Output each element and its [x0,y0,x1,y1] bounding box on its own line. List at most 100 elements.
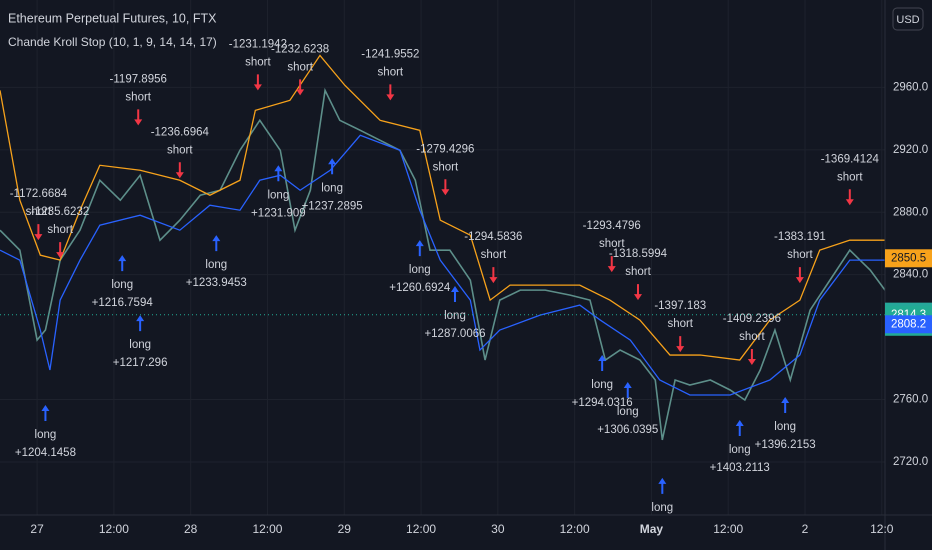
x-tick-label: 12:00 [252,522,282,536]
short-arrow [633,284,642,301]
signal-side: short [481,249,507,261]
signal-amount: -1231.1942 [229,38,287,50]
long-arrow [735,419,744,436]
signal-side: long [205,259,227,271]
signal-side: short [47,224,73,236]
signal-side: long [111,279,133,291]
long-arrow [41,404,50,421]
signal-side: short [599,238,625,250]
long-arrow [623,382,632,399]
y-tick-label: 2840.0 [893,269,928,281]
short-arrow [441,179,450,196]
y-tick-label: 2880.0 [893,206,928,218]
short-arrow [134,109,143,126]
y-tick-label: 2920.0 [893,144,928,156]
signal-side: long [267,189,289,201]
signal-amount: +1217.296 [113,357,168,369]
long-arrow [328,158,337,175]
short-arrow [253,74,262,91]
price-label: 2808.2 [891,318,926,330]
short-arrow [34,224,43,241]
y-tick-label: 2960.0 [893,81,928,93]
long-arrow [118,255,127,272]
signal-amount: +1237.2895 [302,200,363,212]
signal-amount: -1293.4796 [583,220,641,232]
signal-amount: +1216.7594 [92,297,154,309]
short-arrow [747,349,756,366]
signal-side: short [739,331,765,343]
long-arrow [781,397,790,414]
long-arrow [415,240,424,257]
series-line [0,134,885,396]
currency-button[interactable] [892,7,924,31]
signal-amount: -1235.6232 [31,206,89,218]
x-tick-label: 27 [30,522,44,536]
signal-amount: +1204.1458 [15,447,76,459]
short-arrow [607,256,616,273]
signal-side: short [378,66,404,78]
signal-side: long [444,310,466,322]
x-tick-label: 12:00 [560,522,590,536]
short-arrow [845,189,854,206]
signal-amount: -1232.6238 [271,43,329,55]
signal-amount: +1260.6924 [389,282,451,294]
signal-amount: -1369.4124 [821,153,880,165]
currency[interactable]: USD [896,14,919,26]
signal-side: long [591,379,613,391]
short-arrow [296,79,305,96]
y-tick-label: 2760.0 [893,394,928,406]
long-arrow [136,315,145,332]
signal-side: long [729,444,751,456]
signal-side: short [245,56,271,68]
signal-side: short [125,91,151,103]
price-label-box [885,249,932,268]
long-arrow [658,477,667,494]
signal-amount: -1241.9552 [361,48,419,60]
signal-amount: -1279.4296 [416,143,474,155]
signal-side: long [774,421,796,433]
short-arrow [56,242,65,259]
signal-side: short [787,249,813,261]
series-line [0,54,885,361]
x-tick-label: 30 [491,522,505,536]
signal-side: long [321,182,343,194]
short-arrow [676,336,685,353]
signal-amount: +1306.0395 [597,424,658,436]
signal-side: short [287,61,313,73]
long-arrow [450,286,459,303]
x-tick-label: 29 [338,522,352,536]
signal-amount: +1294.0316 [572,397,633,409]
long-arrow [212,235,221,252]
signal-amount: -1397.183 [654,300,706,312]
short-arrow [489,267,498,284]
x-tick-label: May [640,522,664,536]
signal-amount: -1236.6964 [151,126,210,138]
signal-amount: +1287.0066 [424,328,485,340]
signal-amount: +1233.9453 [186,277,247,289]
signal-side: short [667,318,693,330]
signal-side: short [837,171,863,183]
plot-area: short-1172.6684short-1235.6232short-1197… [0,38,885,514]
indicator-name: Chande Kroll Stop (10, 1, 9, 14, 14, 17) [8,35,217,49]
series-line [0,87,885,441]
signal-side: long [409,264,431,276]
signal-amount: +1396.2153 [755,439,816,451]
signal-side: short [167,144,193,156]
signal-amount: +1231.909 [251,207,306,219]
axes: 2720.0 2760.0 2840.0 2880.0 2920.0 2960.0 27 12… [30,81,932,536]
signal-amount: -1409.2396 [723,313,781,325]
short-arrow [795,267,804,284]
signal-side: short [625,266,651,278]
signal-side: long [129,339,151,351]
chart-title: Ethereum Perpetual Futures, 10, FTX [8,11,217,25]
signal-amount: -1172.6684 [10,188,68,200]
grid [0,0,885,515]
signal-side: long [651,502,673,514]
short-arrow [175,162,184,179]
signal-amount: -1383.191 [774,231,826,243]
long-arrow [274,165,283,182]
signal-amount: -1318.5994 [609,248,668,260]
price-label-box [885,315,932,334]
